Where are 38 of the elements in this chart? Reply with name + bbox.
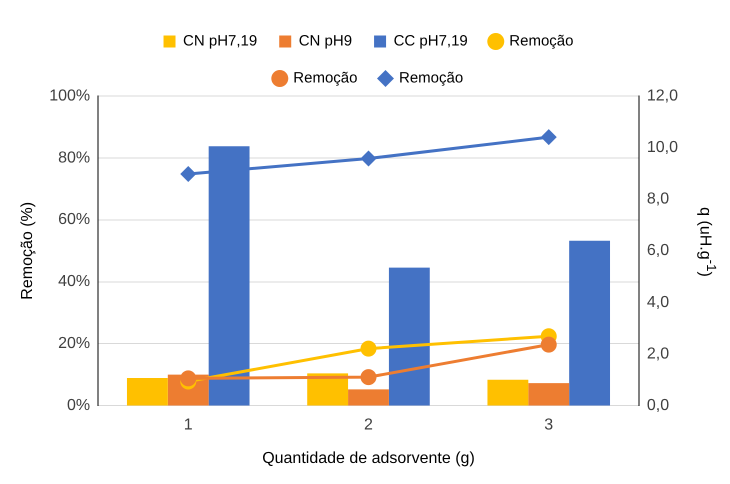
y-tick-label: 0% (66, 397, 90, 414)
x-tick-label: 1 (184, 416, 193, 434)
legend-label: Remoção (509, 32, 574, 50)
point (360, 150, 376, 167)
legend-label: CN pH7,19 (183, 32, 258, 50)
y2-tick-label: 6,0 (646, 242, 670, 260)
y2-tick-label: 0,0 (646, 397, 670, 414)
y-tick-label: 20% (58, 335, 90, 352)
bar (388, 268, 430, 406)
y-tick-label: 60% (58, 211, 90, 228)
bar (348, 389, 389, 406)
bar (126, 378, 168, 406)
y2-tick-label: 4,0 (646, 294, 670, 311)
bar (307, 373, 348, 406)
legend-label: CC pH7,19 (394, 32, 468, 50)
point (360, 369, 376, 386)
bar (487, 380, 528, 406)
y-axis-title: Remoção (%) (19, 202, 36, 300)
bar (569, 240, 610, 406)
point (540, 129, 557, 146)
legend-label: Remoção (398, 70, 464, 87)
x-axis-title: Quantidade de adsorvente (g) (262, 450, 475, 467)
bar (528, 383, 570, 406)
y-tick-label: 80% (58, 149, 90, 166)
y-tick-label: 40% (58, 273, 90, 290)
x-tick-label: 2 (364, 416, 374, 434)
y2-tick-label: 12,0 (646, 87, 678, 104)
legend-label: CN pH9 (298, 32, 352, 50)
y2-tick-label: 2,0 (646, 345, 670, 362)
x-tick-label: 3 (544, 416, 554, 434)
point (360, 340, 376, 357)
y-tick-label: 100% (49, 87, 90, 104)
point (540, 336, 557, 353)
legend-label: Remoção (293, 70, 358, 87)
point (180, 370, 196, 386)
point (180, 166, 196, 182)
y2-tick-label: 8,0 (646, 190, 670, 208)
y2-tick-label: 10,0 (646, 139, 678, 156)
